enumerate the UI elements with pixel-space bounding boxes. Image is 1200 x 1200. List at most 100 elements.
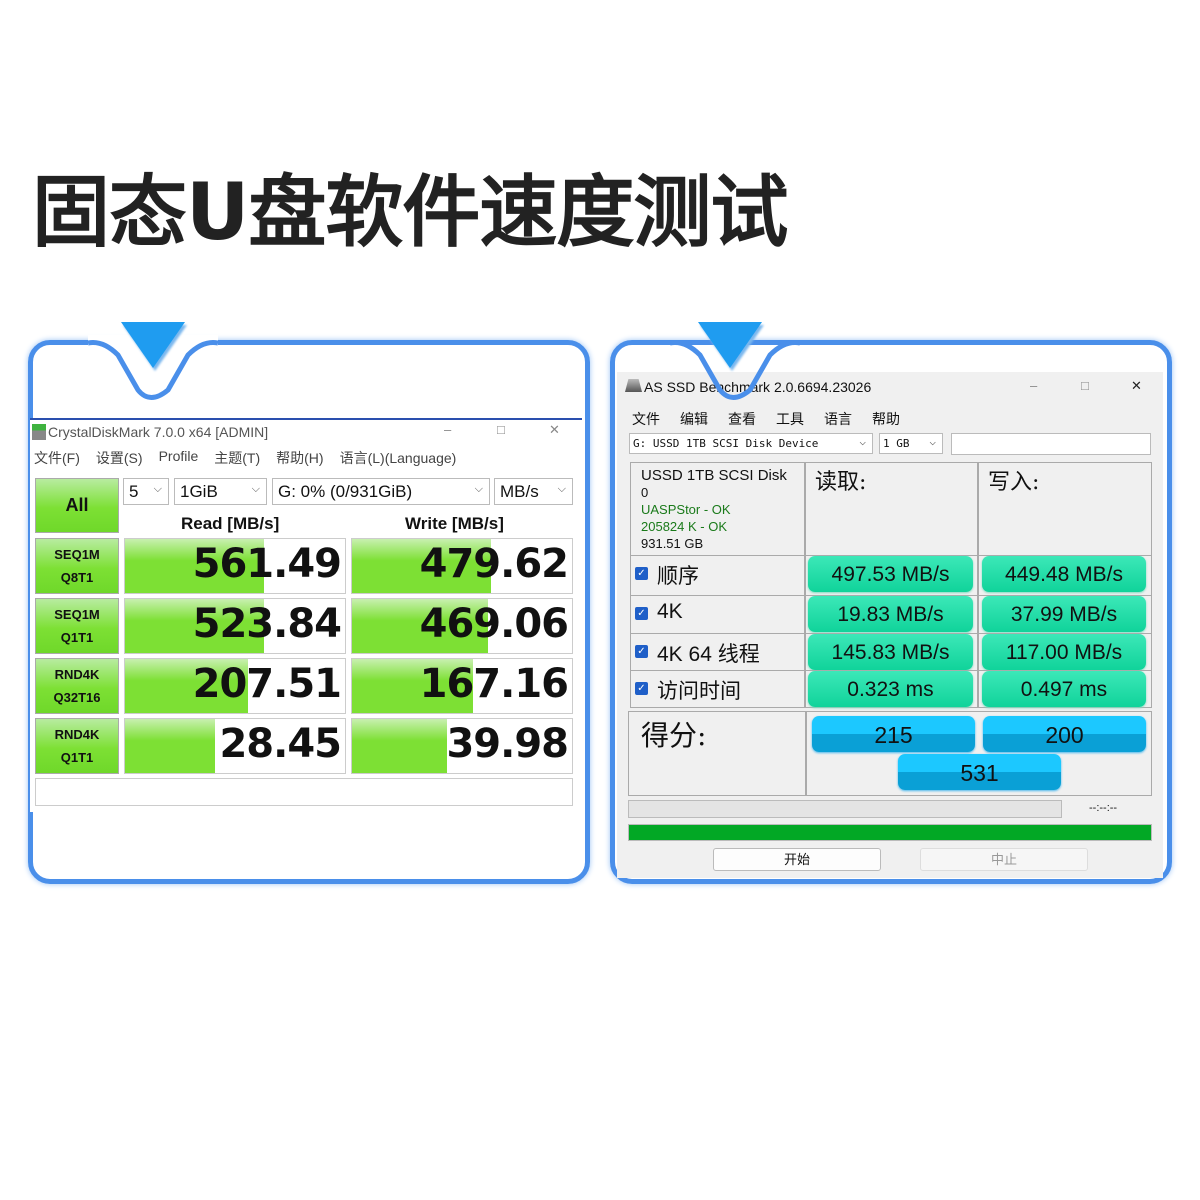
size-select[interactable]: 1 GB ⌵	[879, 433, 943, 454]
drive-value: G: USSD 1TB SCSI Disk Device	[633, 437, 819, 450]
window-title: AS SSD Benchmark 2.0.6694.23026	[644, 379, 872, 395]
divider	[630, 670, 1152, 671]
write-result: 449.48 MB/s	[982, 556, 1146, 592]
app-icon	[32, 424, 46, 440]
close-button[interactable]: ✕	[1131, 378, 1142, 393]
menu-bar: 文件 编辑 查看 工具 语言 帮助	[632, 409, 900, 429]
write-bar	[352, 599, 489, 653]
chevron-down-icon: ⌵	[474, 483, 483, 495]
menu-bar: 文件(F) 设置(S) Profile 主题(T) 帮助(H) 语言(L)(La…	[34, 448, 456, 468]
chevron-down-icon: ⌵	[153, 483, 162, 495]
read-result: 145.83 MB/s	[808, 634, 973, 670]
menu-settings[interactable]: 设置(S)	[95, 450, 143, 466]
drive-select[interactable]: G: USSD 1TB SCSI Disk Device ⌵	[629, 433, 873, 454]
crystaldiskmark-window: CrystalDiskMark 7.0.0 x64 [ADMIN] – □ ✕ …	[30, 418, 582, 812]
chevron-down-icon: ⌵	[929, 435, 936, 448]
unit-select[interactable]: MB/s ⌵	[494, 478, 573, 505]
close-button[interactable]: ✕	[549, 422, 560, 437]
drive-select[interactable]: G: 0% (0/931GiB) ⌵	[272, 478, 490, 505]
read-header: 读取:	[815, 470, 867, 495]
write-header: Write [MB/s]	[405, 514, 504, 533]
menu-view[interactable]: 查看	[728, 411, 756, 427]
alignment-status: 205824 K - OK	[641, 519, 727, 534]
read-bar	[125, 539, 264, 593]
device-id: 0	[641, 485, 649, 500]
menu-profile[interactable]: Profile	[158, 448, 199, 464]
read-result: 0.323 ms	[808, 671, 973, 707]
menu-edit[interactable]: 编辑	[680, 411, 708, 427]
test-button-2[interactable]: RND4K Q32T16	[35, 658, 119, 714]
start-button[interactable]: 开始	[713, 848, 881, 871]
minimize-button[interactable]: –	[444, 422, 452, 437]
all-button[interactable]: All	[35, 478, 119, 533]
page-title: 固态U盘软件速度测试	[32, 168, 788, 258]
read-bar	[125, 599, 264, 653]
divider	[805, 711, 807, 796]
menu-help[interactable]: 帮助	[872, 411, 900, 427]
test-label: 顺序	[657, 564, 699, 588]
test-label: 访问时间	[657, 679, 741, 703]
comment-field[interactable]	[35, 778, 573, 806]
size-value: 1 GB	[883, 437, 910, 450]
count-value: 5	[129, 482, 139, 501]
test-name: RND4K	[54, 727, 100, 742]
maximize-button[interactable]: □	[497, 422, 505, 437]
score-box	[628, 711, 1152, 796]
write-result: 117.00 MB/s	[982, 634, 1146, 670]
write-value: 39.98	[446, 721, 569, 767]
test-params: Q32T16	[53, 690, 101, 705]
read-bar	[125, 659, 249, 713]
menu-theme[interactable]: 主题(T)	[214, 450, 261, 466]
read-value: 561.49	[192, 541, 342, 587]
score-label: 得分:	[641, 719, 707, 752]
drive-value: G: 0% (0/931GiB)	[278, 482, 413, 501]
test-name: RND4K	[54, 667, 100, 682]
write-value: 167.16	[419, 661, 569, 707]
checkbox-icon[interactable]: ✓	[635, 567, 648, 580]
asssd-frame	[610, 340, 1172, 884]
app-icon	[625, 379, 642, 392]
divider	[630, 595, 1152, 596]
checkbox-icon[interactable]: ✓	[635, 645, 648, 658]
checkbox-icon[interactable]: ✓	[635, 682, 648, 695]
count-select[interactable]: 5 ⌵	[123, 478, 169, 505]
chevron-down-icon: ⌵	[859, 435, 866, 448]
menu-file[interactable]: 文件(F)	[34, 450, 80, 466]
menu-tools[interactable]: 工具	[776, 411, 804, 427]
divider	[630, 555, 1152, 556]
write-bar	[352, 539, 491, 593]
write-result: 37.99 MB/s	[982, 596, 1146, 632]
test-button-3[interactable]: RND4K Q1T1	[35, 718, 119, 774]
write-result: 479.62	[351, 538, 573, 594]
maximize-button[interactable]: □	[1081, 378, 1089, 393]
test-name: SEQ1M	[54, 547, 100, 562]
chevron-down-icon: ⌵	[557, 483, 566, 495]
test-label: 4K	[657, 600, 683, 623]
size-select[interactable]: 1GiB ⌵	[174, 478, 267, 505]
progress-fill	[629, 825, 1151, 840]
write-bar	[352, 719, 447, 773]
divider	[977, 462, 979, 708]
test-button-0[interactable]: SEQ1M Q8T1	[35, 538, 119, 594]
score-total: 531	[898, 754, 1061, 790]
device-info: USSD 1TB SCSI Disk 0 UASPStor - OK 20582…	[641, 467, 787, 552]
score-read: 215	[812, 716, 975, 752]
minimize-button[interactable]: –	[1030, 378, 1038, 393]
read-result: 523.84	[124, 598, 346, 654]
divider	[804, 462, 806, 708]
test-button-1[interactable]: SEQ1M Q1T1	[35, 598, 119, 654]
status-field	[951, 433, 1151, 455]
test-name: SEQ1M	[54, 607, 100, 622]
checkbox-icon[interactable]: ✓	[635, 607, 648, 620]
menu-language[interactable]: 语言(L)(Language)	[339, 450, 457, 466]
test-label: 4K 64 线程	[657, 643, 760, 666]
read-result: 207.51	[124, 658, 346, 714]
menu-language[interactable]: 语言	[824, 411, 852, 427]
stop-button[interactable]: 中止	[920, 848, 1088, 871]
read-result: 28.45	[124, 718, 346, 774]
menu-file[interactable]: 文件	[632, 411, 660, 427]
overall-progress-bar	[628, 824, 1152, 841]
score-write: 200	[983, 716, 1146, 752]
menu-help[interactable]: 帮助(H)	[276, 450, 324, 466]
read-value: 523.84	[192, 601, 342, 647]
